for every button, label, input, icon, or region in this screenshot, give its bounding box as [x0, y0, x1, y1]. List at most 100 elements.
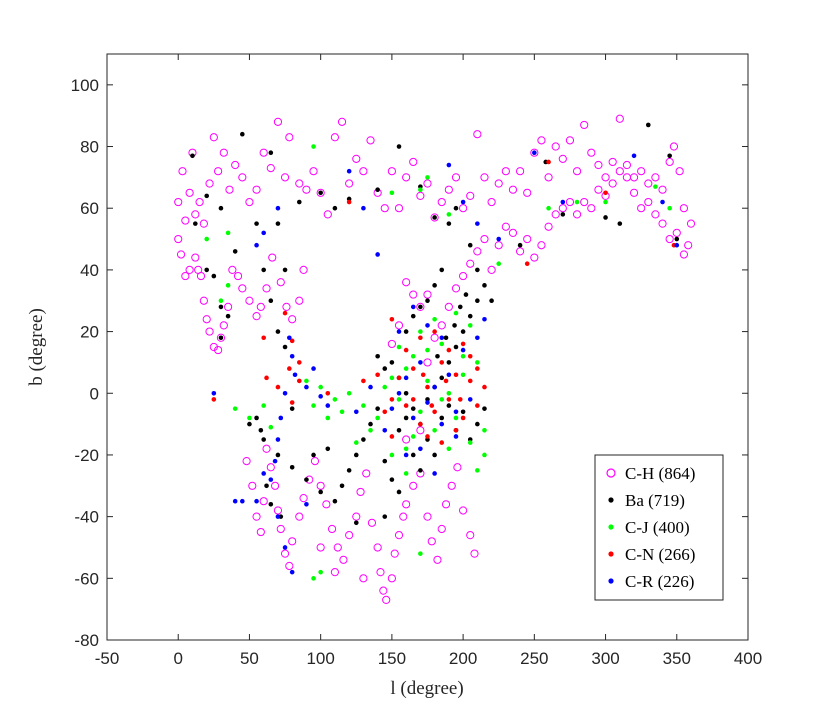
data-point	[402, 173, 411, 182]
data-point	[418, 551, 423, 556]
data-point	[416, 191, 425, 200]
data-point	[416, 426, 425, 435]
data-point	[268, 253, 277, 262]
data-point	[410, 397, 416, 402]
data-point	[437, 321, 446, 330]
data-point	[266, 164, 275, 173]
data-point	[443, 335, 449, 341]
data-point	[389, 477, 395, 482]
y-tick-label: 60	[80, 199, 99, 218]
data-point	[278, 415, 284, 421]
data-point	[361, 205, 366, 211]
data-point	[441, 500, 451, 509]
data-point	[202, 315, 211, 324]
data-point	[211, 397, 217, 402]
data-point	[653, 184, 658, 189]
data-point	[460, 199, 466, 205]
series-3	[211, 159, 677, 445]
data-point	[225, 230, 231, 236]
data-point	[467, 353, 473, 359]
data-point	[453, 434, 459, 439]
data-point	[482, 283, 487, 288]
data-point	[425, 384, 430, 390]
legend-label: C-H (864)	[625, 464, 695, 483]
data-point	[460, 347, 466, 353]
data-point	[332, 397, 338, 402]
data-point	[204, 267, 210, 273]
x-tick-label: 0	[173, 649, 182, 668]
data-point	[375, 406, 380, 411]
data-point	[446, 221, 452, 226]
data-point	[667, 205, 672, 211]
legend-label: Ba (719)	[625, 491, 685, 510]
data-point	[453, 463, 462, 472]
data-point	[437, 524, 446, 534]
legend-box	[594, 454, 724, 601]
data-point	[309, 167, 318, 176]
data-point	[467, 313, 473, 319]
data-point	[439, 267, 445, 273]
data-point	[530, 253, 539, 262]
data-point	[352, 154, 361, 163]
data-point	[410, 304, 416, 310]
data-point	[658, 219, 667, 228]
data-point	[382, 514, 388, 519]
data-point	[389, 406, 395, 411]
data-point	[459, 204, 468, 213]
data-point	[403, 347, 409, 353]
data-point	[537, 136, 546, 145]
data-point	[232, 406, 238, 411]
data-point	[418, 360, 423, 365]
data-point	[467, 378, 473, 384]
data-point	[289, 338, 295, 344]
data-point	[316, 481, 325, 490]
data-point	[191, 253, 200, 262]
data-point	[282, 267, 288, 273]
data-point	[446, 372, 452, 378]
data-point	[232, 498, 238, 504]
data-point	[453, 372, 459, 378]
data-point	[608, 179, 617, 188]
data-point	[322, 500, 331, 509]
data-point	[245, 296, 254, 305]
data-point	[318, 190, 323, 196]
data-point	[546, 159, 551, 165]
data-point	[368, 427, 373, 433]
data-point	[288, 537, 297, 546]
data-point	[382, 458, 388, 464]
data-point	[423, 290, 432, 299]
data-point	[603, 190, 608, 196]
data-point	[580, 197, 589, 207]
y-tick-label: 80	[80, 138, 99, 157]
data-point	[389, 360, 395, 365]
y-tick-label: -20	[74, 446, 99, 465]
data-point	[453, 205, 459, 211]
data-point	[432, 409, 437, 415]
data-point	[396, 489, 402, 495]
data-point	[275, 452, 281, 458]
data-point	[304, 501, 309, 507]
data-point	[311, 366, 316, 371]
data-point	[546, 205, 551, 211]
data-point	[389, 316, 395, 322]
data-point	[432, 471, 437, 476]
data-point	[238, 284, 247, 293]
data-point	[444, 302, 453, 312]
data-point	[214, 345, 223, 355]
data-point	[254, 221, 259, 226]
data-point	[403, 446, 409, 452]
data-point	[615, 167, 624, 176]
data-point	[310, 457, 320, 466]
data-point	[574, 199, 580, 205]
x-tick-label: 350	[663, 649, 691, 668]
data-point	[446, 446, 452, 452]
data-point	[396, 390, 402, 396]
data-point	[429, 403, 435, 408]
data-point	[389, 434, 395, 439]
data-point	[463, 292, 469, 297]
data-point	[361, 378, 366, 384]
data-point	[660, 199, 665, 205]
data-point	[225, 185, 234, 194]
data-point	[373, 543, 382, 552]
data-point	[416, 302, 425, 312]
